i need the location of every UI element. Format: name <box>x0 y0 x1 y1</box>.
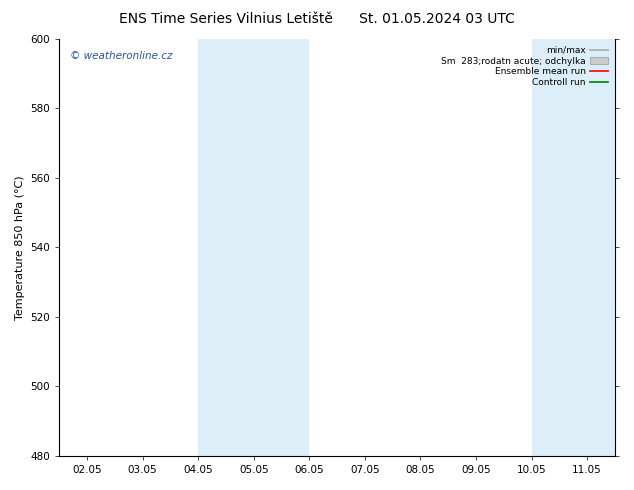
Bar <box>198 39 309 456</box>
Legend: min/max, Sm  283;rodatn acute; odchylka, Ensemble mean run, Controll run: min/max, Sm 283;rodatn acute; odchylka, … <box>439 43 611 90</box>
Text: ENS Time Series Vilnius Letiště      St. 01.05.2024 03 UTC: ENS Time Series Vilnius Letiště St. 01.0… <box>119 12 515 26</box>
Y-axis label: Temperature 850 hPa (°C): Temperature 850 hPa (°C) <box>15 175 25 319</box>
Bar <box>531 39 615 456</box>
Text: © weatheronline.cz: © weatheronline.cz <box>70 51 173 61</box>
